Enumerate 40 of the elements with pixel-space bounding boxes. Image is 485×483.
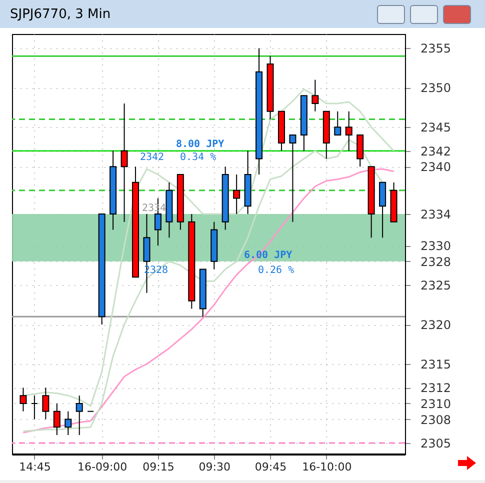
x-tick-label: 16-09:00 (77, 460, 128, 474)
annotation: 0.34 % (180, 152, 216, 163)
candlestick (233, 174, 240, 214)
candlestick (289, 134, 296, 222)
y-tick-label: 2305 (420, 436, 452, 450)
y-tick-label: 2320 (420, 318, 452, 332)
y-tick-label: 2310 (420, 396, 452, 411)
y-tick-label: 2342 (420, 144, 452, 158)
y-tick-label: 2308 (420, 412, 452, 427)
x-tick-label: 14:45 (19, 460, 51, 474)
annotation: 0.26 % (258, 265, 294, 276)
candlestick (345, 110, 352, 152)
candlestick (356, 134, 364, 168)
candlestick (76, 395, 83, 436)
chart-title: SJPJ6770, 3 Min (10, 6, 111, 22)
candlestick (64, 410, 72, 436)
candlestick (379, 182, 386, 238)
y-tick-label: 2350 (420, 81, 452, 96)
x-tick-label: 16-10:00 (302, 460, 352, 474)
y-tick-label: 2325 (420, 278, 452, 293)
y-tick-label: 2328 (420, 254, 452, 269)
x-tick-label: 09:45 (254, 460, 287, 474)
y-tick-label: 2312 (420, 381, 452, 396)
candlestick (30, 395, 38, 420)
y-tick-label: 2315 (420, 358, 452, 372)
x-tick-label: 09:30 (198, 460, 230, 474)
y-tick-label: 2345 (420, 120, 452, 135)
candlestick (334, 110, 342, 136)
y-tick-label: 2340 (420, 160, 452, 174)
y-tick-label: 2330 (420, 239, 452, 254)
y-tick-label: 2334 (420, 208, 452, 222)
candlestick (312, 79, 319, 112)
candlestick (53, 402, 60, 436)
y-tick-label: 2355 (420, 42, 452, 56)
candlestick (120, 102, 128, 222)
x-tick-label: 09:15 (142, 460, 174, 474)
annotation: 2342 (140, 152, 164, 163)
candlestick (20, 387, 27, 412)
annotation: 8.00 JPY (176, 139, 224, 150)
candlestick (42, 387, 50, 420)
